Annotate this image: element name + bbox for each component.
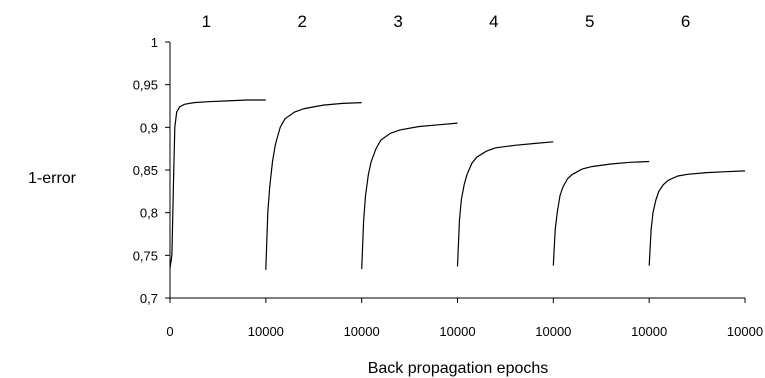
y-tick-label: 0,85 — [133, 163, 158, 178]
series-line-6 — [648, 170, 746, 266]
series-line-1 — [169, 99, 266, 269]
y-tick-label: 0,7 — [140, 291, 158, 306]
panel-label-5: 5 — [585, 12, 594, 31]
x-tick-label: 0 — [166, 324, 173, 339]
y-tick-label: 0,75 — [133, 248, 158, 263]
panel-label-1: 1 — [202, 12, 211, 31]
y-tick-label: 0,9 — [140, 120, 158, 135]
x-tick-label: 10000 — [727, 324, 763, 339]
x-axis-title: Back propagation epochs — [368, 360, 549, 377]
panel-label-4: 4 — [489, 12, 498, 31]
series-line-4 — [456, 141, 554, 267]
x-tick-label: 10000 — [344, 324, 380, 339]
x-tick-label: 10000 — [631, 324, 667, 339]
series-lines — [169, 99, 746, 270]
series-line-5 — [552, 160, 650, 266]
y-tick-label: 0,8 — [140, 206, 158, 221]
y-tick-label: 1 — [151, 35, 158, 50]
series-line-3 — [361, 122, 458, 270]
x-tick-label: 10000 — [248, 324, 284, 339]
y-ticks: 0,7 0,75 0,8 0,85 0,9 0,95 1 — [133, 35, 170, 306]
x-tick-label: 10000 — [439, 324, 475, 339]
panel-label-2: 2 — [298, 12, 307, 31]
panel-label-6: 6 — [681, 12, 690, 31]
y-tick-label: 0,95 — [133, 78, 158, 93]
panel-labels: 1 2 3 4 5 6 — [202, 12, 691, 31]
x-tick-label: 10000 — [535, 324, 571, 339]
x-ticks: 0 10000 10000 10000 10000 10000 10000 — [166, 298, 763, 339]
panel-label-3: 3 — [393, 12, 402, 31]
y-axis-title: 1-error — [28, 170, 77, 187]
series-line-2 — [265, 102, 362, 270]
